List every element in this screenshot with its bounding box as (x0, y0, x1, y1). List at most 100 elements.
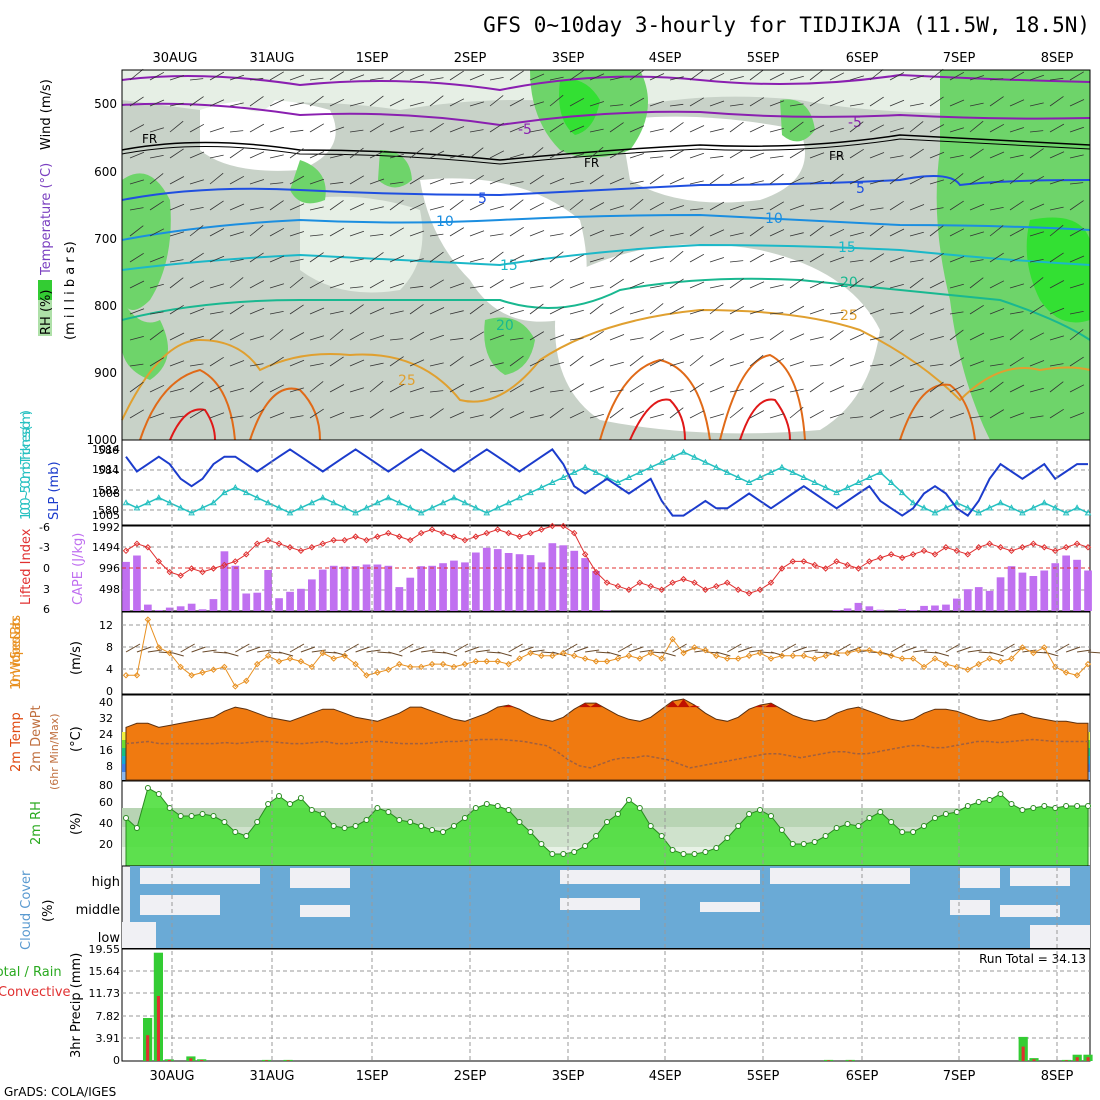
wind10-marker (592, 658, 600, 665)
lifted-index-marker (964, 551, 971, 558)
wind-barb (1009, 71, 1025, 81)
precip-conv-bar (1075, 1057, 1079, 1061)
wind-barb (829, 100, 845, 107)
cape-bar (876, 609, 885, 611)
rh2m-marker (166, 805, 173, 811)
wind-barb (429, 251, 444, 263)
rh2m-marker (735, 823, 742, 829)
wind10-marker (669, 635, 676, 643)
wind10-barb (125, 643, 141, 653)
lifted-index-marker (330, 536, 337, 544)
wind-barb (769, 229, 785, 237)
wind-barb (129, 336, 144, 341)
thickness-marker (494, 504, 502, 511)
wind10-marker (734, 655, 742, 662)
rh2m-marker (582, 843, 589, 849)
rh2m-marker (997, 791, 1004, 797)
wind-barb (589, 101, 605, 107)
wind-barb (529, 147, 544, 159)
wind-barb (929, 68, 944, 81)
thickness-marker (221, 489, 228, 496)
wind-barb (389, 154, 404, 159)
wind-barb (1029, 203, 1045, 211)
lifted-index-marker (417, 529, 425, 537)
wind10-marker (133, 672, 141, 679)
cape-bar (953, 598, 961, 611)
cape-bar (920, 605, 928, 611)
wind-barb (709, 330, 724, 341)
wind10-barb (989, 651, 1004, 657)
wind-barb (509, 153, 525, 159)
wind-barb (889, 200, 904, 211)
wind-barb (529, 331, 545, 341)
lifted-index-marker (560, 522, 567, 530)
lifted-index-marker (877, 554, 884, 562)
cape-bar (832, 610, 841, 611)
wind-barb (889, 173, 904, 185)
wind-barb (749, 410, 765, 419)
lifted-index-marker (844, 561, 851, 569)
wind-barb (689, 152, 705, 159)
wind-barb (1049, 408, 1064, 419)
top-date-label: 6SEP (846, 51, 879, 66)
wind-barb (809, 96, 824, 107)
wind-barb (509, 181, 524, 185)
wind-barb (789, 204, 805, 211)
cape-bar (165, 607, 174, 611)
wind-barb (649, 156, 664, 159)
upper-panel: -5 -5 FR FR FR 5 5 10 10 15 15 20 20 25 … (38, 68, 1091, 447)
wind-barb (189, 381, 204, 393)
wind-barb (449, 199, 464, 211)
thickness-marker (1008, 504, 1015, 511)
rh2m-marker (942, 811, 949, 817)
y-tick: 20 (99, 838, 113, 851)
wind-barb (269, 200, 284, 211)
wind-barb (129, 124, 145, 133)
wind-barb (1069, 384, 1085, 393)
wind-barb (909, 121, 924, 133)
wind10-marker (625, 652, 633, 659)
wind-barb (949, 200, 964, 211)
wind-barb (789, 333, 805, 341)
wind-barb (929, 363, 944, 367)
lifted-index-marker (920, 547, 928, 554)
wind-barb (289, 359, 305, 367)
wind10-marker (221, 663, 228, 671)
wind-barb (229, 360, 245, 367)
lifted-index-marker (243, 551, 250, 558)
wind10-barb (781, 643, 797, 653)
wind-barb (709, 385, 725, 393)
wind10-barb (913, 649, 928, 653)
lifted-index-marker (527, 529, 534, 537)
wind-barb (349, 230, 365, 237)
wind-barb (529, 414, 544, 419)
wind-barb (489, 150, 505, 159)
wind10-barb (202, 649, 217, 653)
thickness-marker (177, 504, 185, 511)
lifted-index-marker (1073, 540, 1081, 547)
wind-barb (489, 178, 505, 185)
wind-barb (649, 100, 665, 107)
wind-barb (609, 407, 624, 419)
wind-barb (589, 128, 604, 133)
rh2m-marker (757, 807, 763, 813)
upper-y-ticks: 500 600 700 800 900 1000 (86, 97, 117, 447)
rh2m-marker (713, 845, 720, 851)
cape-bar (242, 593, 251, 611)
wind-barb (1069, 356, 1084, 367)
wind-barb (169, 75, 185, 81)
cape-bar (318, 569, 327, 611)
wind-barb (889, 155, 904, 159)
contour-label: 15 (500, 258, 518, 274)
wind-barb (609, 205, 625, 211)
wind-barb (729, 305, 745, 315)
wind10-marker (866, 647, 873, 654)
wind-barb (929, 225, 944, 237)
wind-barb (949, 256, 965, 263)
thickness-marker (691, 453, 698, 460)
wind-barb (309, 363, 324, 367)
wind-barb (749, 309, 765, 315)
wind-barb (269, 311, 284, 315)
wind-barb (929, 151, 945, 159)
wind-barb (189, 252, 204, 263)
